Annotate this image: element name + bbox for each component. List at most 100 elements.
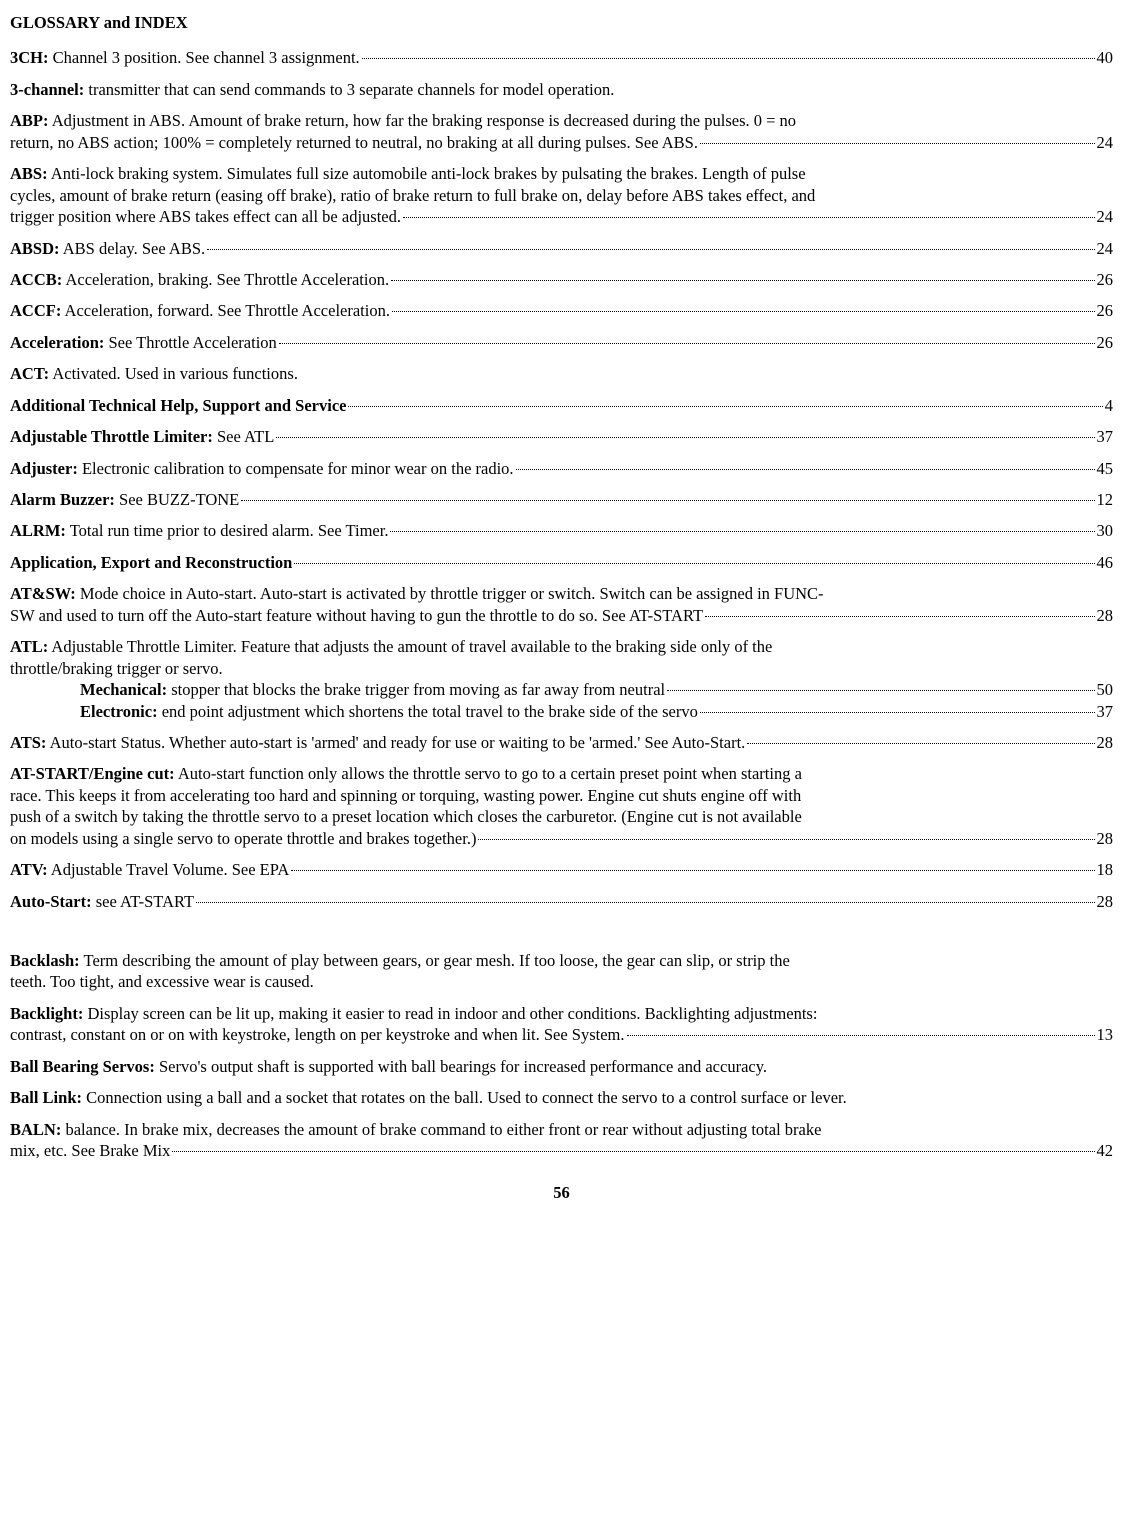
page-ref: 40 xyxy=(1097,47,1114,68)
glossary-entry: ABS: Anti-lock braking system. Simulates… xyxy=(10,163,1113,227)
definition: Acceleration, forward. See Throttle Acce… xyxy=(61,301,390,320)
definition: Auto-start Status. Whether auto-start is… xyxy=(46,733,745,752)
glossary-entry: Application, Export and Reconstruction 4… xyxy=(10,552,1113,573)
page-ref: 4 xyxy=(1105,395,1113,416)
leader-dots xyxy=(241,486,1094,501)
glossary-entry: ATL: Adjustable Throttle Limiter. Featur… xyxy=(10,636,1113,722)
definition: stopper that blocks the brake trigger fr… xyxy=(167,680,665,699)
term: Ball Bearing Servos: xyxy=(10,1057,155,1076)
glossary-entry: Ball Bearing Servos: Servo's output shaf… xyxy=(10,1056,1113,1077)
glossary-entry: Adjustable Throttle Limiter: See ATL 37 xyxy=(10,426,1113,447)
page-title: GLOSSARY and INDEX xyxy=(10,12,1113,33)
page-ref: 26 xyxy=(1097,269,1114,290)
definition: Total run time prior to desired alarm. S… xyxy=(66,521,389,540)
glossary-entry: Acceleration: See Throttle Acceleration … xyxy=(10,332,1113,353)
definition: Adjustment in ABS. Amount of brake retur… xyxy=(49,111,797,130)
definition: Electronic calibration to compensate for… xyxy=(78,459,514,478)
definition: teeth. Too tight, and excessive wear is … xyxy=(10,971,1113,992)
term: ABSD: xyxy=(10,239,60,258)
definition: Adjustable Travel Volume. See EPA xyxy=(48,860,290,879)
leader-dots xyxy=(391,266,1094,281)
definition: race. This keeps it from accelerating to… xyxy=(10,785,1113,806)
glossary-entry: BALN: balance. In brake mix, decreases t… xyxy=(10,1119,1113,1162)
page-ref: 18 xyxy=(1097,859,1114,880)
leader-dots xyxy=(478,825,1094,840)
leader-dots xyxy=(627,1021,1095,1036)
glossary-entry: AT-START/Engine cut: Auto-start function… xyxy=(10,763,1113,849)
term: ATS: xyxy=(10,733,46,752)
leader-dots xyxy=(207,234,1094,249)
glossary-entry: AT&SW: Mode choice in Auto-start. Auto-s… xyxy=(10,583,1113,626)
definition: Mode choice in Auto-start. Auto-start is… xyxy=(76,584,824,603)
page-ref: 37 xyxy=(1097,426,1114,447)
glossary-entry: ACCF: Acceleration, forward. See Throttl… xyxy=(10,300,1113,321)
definition: Display screen can be lit up, making it … xyxy=(83,1004,817,1023)
leader-dots xyxy=(667,676,1094,691)
leader-dots xyxy=(362,44,1095,59)
glossary-entry: ACCB: Acceleration, braking. See Throttl… xyxy=(10,269,1113,290)
page-ref: 42 xyxy=(1097,1140,1114,1161)
glossary-entry: ABSD: ABS delay. See ABS. 24 xyxy=(10,238,1113,259)
definition: Auto-start function only allows the thro… xyxy=(175,764,802,783)
definition: trigger position where ABS takes effect … xyxy=(10,206,401,227)
definition: mix, etc. See Brake Mix xyxy=(10,1140,170,1161)
term: Adjuster: xyxy=(10,459,78,478)
page-ref: 28 xyxy=(1097,891,1114,912)
leader-dots xyxy=(700,129,1095,144)
term: AT-START/Engine cut: xyxy=(10,764,175,783)
page-ref: 24 xyxy=(1097,206,1114,227)
term: ATL: xyxy=(10,637,48,656)
page-ref: 13 xyxy=(1097,1024,1114,1045)
glossary-entry: Alarm Buzzer: See BUZZ-TONE 12 xyxy=(10,489,1113,510)
definition: Activated. Used in various functions. xyxy=(49,364,298,383)
glossary-entry: ATV: Adjustable Travel Volume. See EPA 1… xyxy=(10,859,1113,880)
page-ref: 28 xyxy=(1097,828,1114,849)
glossary-entry: ATS: Auto-start Status. Whether auto-sta… xyxy=(10,732,1113,753)
leader-dots xyxy=(700,697,1095,712)
leader-dots xyxy=(390,517,1094,532)
term: Acceleration: xyxy=(10,333,104,352)
term: ACT: xyxy=(10,364,49,383)
glossary-entry: Additional Technical Help, Support and S… xyxy=(10,395,1113,416)
definition: Servo's output shaft is supported with b… xyxy=(155,1057,767,1076)
term: ACCF: xyxy=(10,301,61,320)
term: Additional Technical Help, Support and S… xyxy=(10,396,346,415)
glossary-entry: ALRM: Total run time prior to desired al… xyxy=(10,520,1113,541)
leader-dots xyxy=(705,602,1094,617)
term: Auto-Start: xyxy=(10,892,92,911)
glossary-entry: 3CH: Channel 3 position. See channel 3 a… xyxy=(10,47,1113,68)
page-ref: 12 xyxy=(1097,489,1114,510)
definition: transmitter that can send commands to 3 … xyxy=(84,80,614,99)
page-ref: 45 xyxy=(1097,458,1114,479)
term: ATV: xyxy=(10,860,48,879)
leader-dots xyxy=(276,423,1094,438)
term: ABS: xyxy=(10,164,48,183)
definition: Term describing the amount of play betwe… xyxy=(80,951,790,970)
term: Alarm Buzzer: xyxy=(10,490,115,509)
glossary-entry: 3-channel: transmitter that can send com… xyxy=(10,79,1113,100)
definition: See ATL xyxy=(213,427,274,446)
definition: balance. In brake mix, decreases the amo… xyxy=(61,1120,821,1139)
page-ref: 50 xyxy=(1097,679,1114,700)
leader-dots xyxy=(196,888,1094,903)
leader-dots xyxy=(392,297,1095,312)
term: BALN: xyxy=(10,1120,61,1139)
glossary-entry: Adjuster: Electronic calibration to comp… xyxy=(10,458,1113,479)
definition: SW and used to turn off the Auto-start f… xyxy=(10,605,703,626)
term: Adjustable Throttle Limiter: xyxy=(10,427,213,446)
page-ref: 28 xyxy=(1097,732,1114,753)
definition: see AT-START xyxy=(92,892,195,911)
sub-term: Mechanical: xyxy=(80,680,167,699)
leader-dots xyxy=(279,329,1095,344)
definition: contrast, constant on or on with keystro… xyxy=(10,1024,625,1045)
glossary-entry: Backlash: Term describing the amount of … xyxy=(10,950,1113,993)
term: AT&SW: xyxy=(10,584,76,603)
leader-dots xyxy=(516,455,1095,470)
definition: See Throttle Acceleration xyxy=(104,333,276,352)
page-ref: 28 xyxy=(1097,605,1114,626)
definition: return, no ABS action; 100% = completely… xyxy=(10,132,698,153)
leader-dots xyxy=(403,203,1095,218)
term: 3CH: xyxy=(10,48,49,67)
leader-dots xyxy=(294,549,1094,564)
page-ref: 46 xyxy=(1097,552,1114,573)
